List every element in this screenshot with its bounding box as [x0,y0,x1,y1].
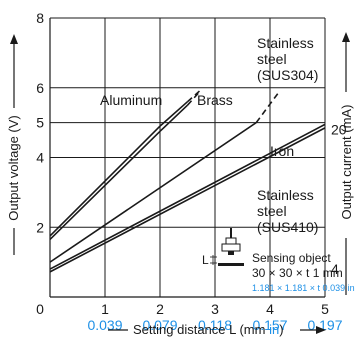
x-axis-title: Setting distance L (mm in) [133,322,284,337]
y-axis-left-title: Output voltage (V) [6,115,21,221]
x-axis-title-suffix: ) [279,322,283,337]
y-tick-label-5: 5 [36,115,44,131]
label-brass: Brass [197,92,233,108]
series-line-stainless-steel-sus410 [49,127,326,273]
x-axis-label: Setting distance L (mm in) [108,322,326,337]
y-right-tick-label-20: 20 [331,122,347,138]
y-tick-label-8: 8 [36,10,44,26]
annotation-line1: Sensing object [252,251,331,265]
x-axis-title-prefix: Setting distance L (mm [133,322,269,337]
label-sus410-3: (SUS410) [257,219,318,235]
x-tick-label-2: 2 [156,301,164,317]
x-tick-label-4: 4 [266,301,274,317]
x-tick-label-1: 1 [101,301,109,317]
annotation-line2: 30 × 30 × t 1 mm [252,266,343,280]
y-tick-label-2: 2 [36,219,44,235]
x-tick-label-in-0.118: 0.118 [198,317,232,333]
x-tick-label-5: 5 [321,301,329,317]
y-tick-label-4: 4 [36,150,44,166]
x-axis-title-unit-in: in [269,322,279,337]
label-sus410-2: steel [257,203,287,219]
series-line-dashed-stainless-steel-sus304 [255,92,279,124]
label-sus304-3: (SUS304) [257,67,318,83]
series-line-brass [49,104,189,241]
axes [49,18,325,298]
series-line-stainless-steel-sus304 [49,121,257,263]
x-tick-label-3: 3 [211,301,219,317]
x-tick-label-in-0.039: 0.039 [87,317,122,333]
x-tick-label-0: 0 [36,301,44,317]
y-axis-right-label: Output current (mA) [339,32,354,295]
annotation-symbol-l: L [202,253,209,267]
label-iron: Iron [270,143,294,159]
series-line-aluminum [49,101,189,237]
label-sus304-1: Stainless [257,35,314,51]
label-sus410-1: Stainless [257,187,314,203]
x-tick-label-in-0.157: 0.157 [252,317,287,333]
label-sus304-2: steel [257,51,287,67]
series-line-dashed-aluminum [186,88,202,103]
y-axis-right-title: Output current (mA) [339,105,354,220]
label-aluminum: Aluminum [100,92,162,108]
x-tick-label-in-0.079: 0.079 [142,317,177,333]
y-tick-label-6: 6 [36,80,44,96]
y-axis-left-label: Output voltage (V) [6,34,21,255]
sensing-object-symbol: L [202,228,244,267]
y-right-tick-label-4: 4 [331,261,339,277]
series-line-iron [49,123,326,270]
series-line-dashed-brass [186,92,200,106]
series-lines [49,88,326,273]
annotation-line3: 1.181 × 1.181 × t 0.039 in [252,283,355,293]
